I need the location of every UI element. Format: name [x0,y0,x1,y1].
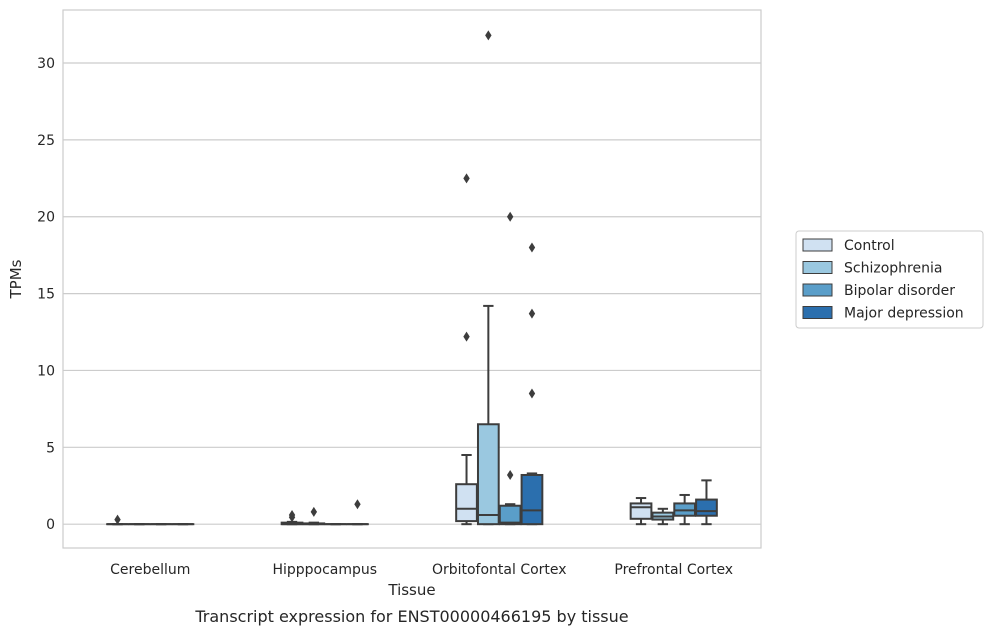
y-tick-label: 30 [37,56,55,72]
legend-swatch [803,239,832,251]
box-body [696,500,717,516]
x-tick-label: Cerebellum [110,562,190,578]
legend-label: Control [844,238,895,254]
box-body [522,475,543,524]
box-body [456,484,477,521]
x-tick-label: Hipppocampus [272,562,377,578]
y-axis-label: TPMs [7,259,25,299]
box-body [478,424,499,524]
chart-title: Transcript expression for ENST0000046619… [194,607,628,626]
box-body [631,503,652,518]
x-tick-labels: Cerebellum Hipppocampus Orbitofontal Corte… [110,562,733,578]
y-tick-label: 15 [37,287,55,303]
y-tick-label: 10 [37,363,55,379]
legend-label: Bipolar disorder [844,283,955,299]
plot-background [63,10,761,548]
legend-swatch [803,307,832,319]
x-axis-label: Tissue [387,581,435,599]
x-tick-label: Prefrontal Cortex [614,562,733,578]
legend: Control Schizophrenia Bipolar disorder Majo… [796,231,983,328]
y-tick-labels: 0 5 10 15 20 25 30 [37,56,55,533]
legend-label: Schizophrenia [844,261,942,277]
y-tick-label: 25 [37,133,55,149]
y-tick-label: 5 [46,440,55,456]
y-tick-label: 0 [46,517,55,533]
y-tick-label: 20 [37,210,55,226]
legend-swatch [803,284,832,296]
x-tick-label: Orbitofontal Cortex [432,562,567,578]
legend-label: Major depression [844,306,964,322]
legend-swatch [803,262,832,274]
box-body [500,506,521,524]
